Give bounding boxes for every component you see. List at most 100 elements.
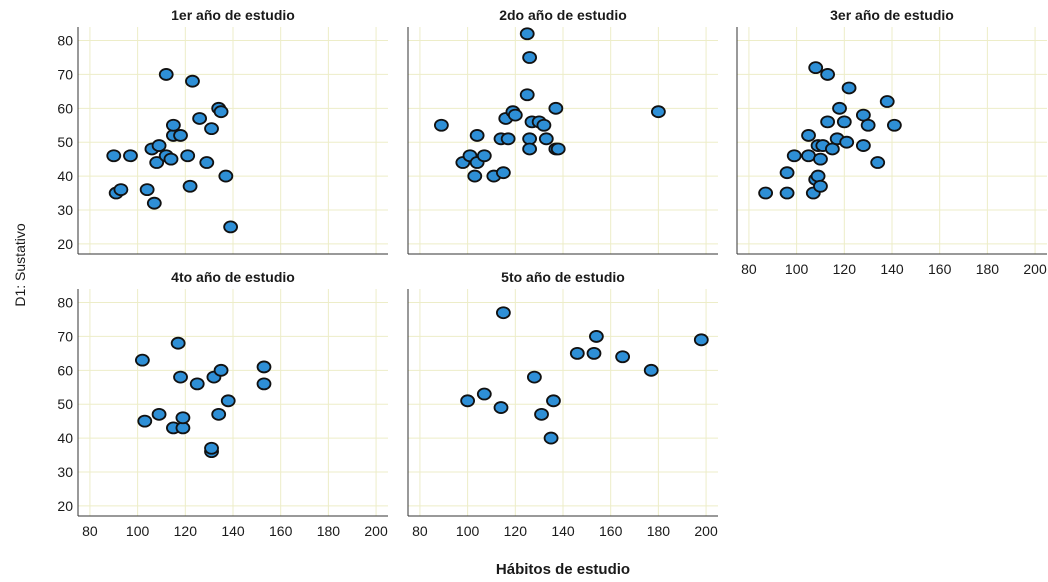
data-point: [519, 27, 535, 41]
y-tick-label: 20: [57, 498, 73, 514]
x-tick-label: 140: [880, 261, 904, 277]
data-point: [808, 61, 824, 75]
x-tick-label: 140: [551, 523, 575, 539]
data-point: [223, 220, 239, 234]
data-point: [213, 105, 229, 119]
data-point: [820, 115, 836, 129]
panel-title: 1er año de estudio: [171, 7, 295, 23]
data-point: [460, 394, 476, 408]
data-point: [213, 363, 229, 377]
y-tick-label: 40: [57, 168, 73, 184]
x-tick-label: 120: [833, 261, 857, 277]
data-point: [173, 370, 188, 384]
data-point: [123, 149, 138, 163]
data-point: [151, 139, 167, 152]
data-point: [256, 360, 272, 374]
y-tick-label: 80: [57, 295, 73, 311]
x-tick-label: 180: [976, 261, 1000, 277]
y-tick-label: 70: [57, 66, 73, 82]
x-tick-label: 140: [221, 523, 245, 539]
data-point: [836, 115, 852, 129]
data-point: [550, 142, 566, 156]
data-point: [810, 169, 826, 183]
panel-title: 4to año de estudio: [171, 269, 295, 285]
y-tick-label: 70: [57, 328, 73, 344]
y-tick-label: 30: [57, 464, 73, 480]
data-point: [548, 101, 564, 115]
data-point: [113, 183, 129, 197]
data-point: [522, 142, 538, 156]
data-point: [650, 105, 666, 119]
data-point: [165, 118, 181, 132]
panel-title: 2do año de estudio: [499, 7, 627, 23]
data-point: [170, 336, 186, 350]
data-point: [151, 407, 167, 421]
data-point: [779, 166, 795, 180]
y-tick-label: 50: [57, 396, 73, 412]
data-point: [546, 394, 561, 408]
data-point: [536, 118, 552, 132]
x-tick-label: 120: [174, 523, 198, 539]
data-point: [543, 431, 559, 445]
data-point: [106, 149, 122, 163]
data-point: [139, 183, 155, 197]
data-point: [204, 441, 219, 455]
panel-title: 3er año de estudio: [830, 7, 954, 23]
panel-3: 3er año de estudio 80 100 120 140 160 180 200: [736, 7, 1047, 277]
data-point: [820, 68, 836, 81]
data-point: [182, 179, 198, 193]
data-point: [433, 118, 449, 132]
panel-4: 4to año de estudio 20 30 40 50 60 70 80 80 100 120…: [57, 269, 388, 539]
data-point: [146, 196, 162, 210]
data-point: [813, 152, 828, 166]
data-point: [588, 330, 604, 343]
data-point: [839, 135, 855, 149]
data-point: [256, 377, 272, 391]
data-point: [758, 186, 774, 200]
x-tick-label: 160: [599, 523, 623, 539]
y-tick-label: 40: [57, 430, 73, 446]
x-tick-label: 80: [741, 261, 757, 277]
data-point: [467, 169, 483, 183]
panel-title: 5to año de estudio: [501, 269, 625, 285]
data-point: [180, 149, 196, 163]
data-point: [218, 169, 234, 183]
data-point: [199, 156, 215, 169]
x-tick-label: 120: [504, 523, 528, 539]
x-tick-label: 100: [456, 523, 480, 539]
data-point: [526, 370, 542, 384]
data-point: [220, 394, 236, 408]
data-point: [855, 139, 871, 152]
data-point: [643, 363, 659, 377]
data-point: [495, 166, 511, 180]
data-point: [137, 414, 153, 428]
data-point: [149, 156, 165, 169]
x-tick-label: 160: [269, 523, 293, 539]
y-tick-label: 50: [57, 134, 73, 150]
x-tick-label: 100: [785, 261, 809, 277]
x-tick-label: 160: [928, 261, 952, 277]
data-point: [522, 51, 538, 64]
x-tick-label: 80: [82, 523, 98, 539]
data-point: [476, 149, 492, 163]
data-point: [476, 387, 492, 401]
y-tick-label: 60: [57, 362, 73, 378]
y-axis-title: D1: Sustativo: [12, 223, 28, 306]
data-point: [493, 401, 509, 414]
data-point: [500, 132, 516, 146]
x-tick-label: 180: [647, 523, 671, 539]
data-point: [158, 68, 174, 81]
panel-1: 1er año de estudio 20 30 40 50 60 70 80: [57, 7, 388, 255]
data-point: [693, 333, 709, 347]
data-point: [211, 407, 227, 421]
y-tick-label: 20: [57, 236, 73, 252]
x-tick-label: 200: [364, 523, 388, 539]
data-point: [538, 132, 554, 146]
x-tick-label: 180: [317, 523, 341, 539]
data-point: [879, 95, 895, 108]
data-point: [615, 350, 631, 364]
x-tick-label: 80: [412, 523, 428, 539]
data-point: [175, 411, 191, 425]
y-tick-label: 30: [57, 202, 73, 218]
data-point: [870, 156, 886, 169]
